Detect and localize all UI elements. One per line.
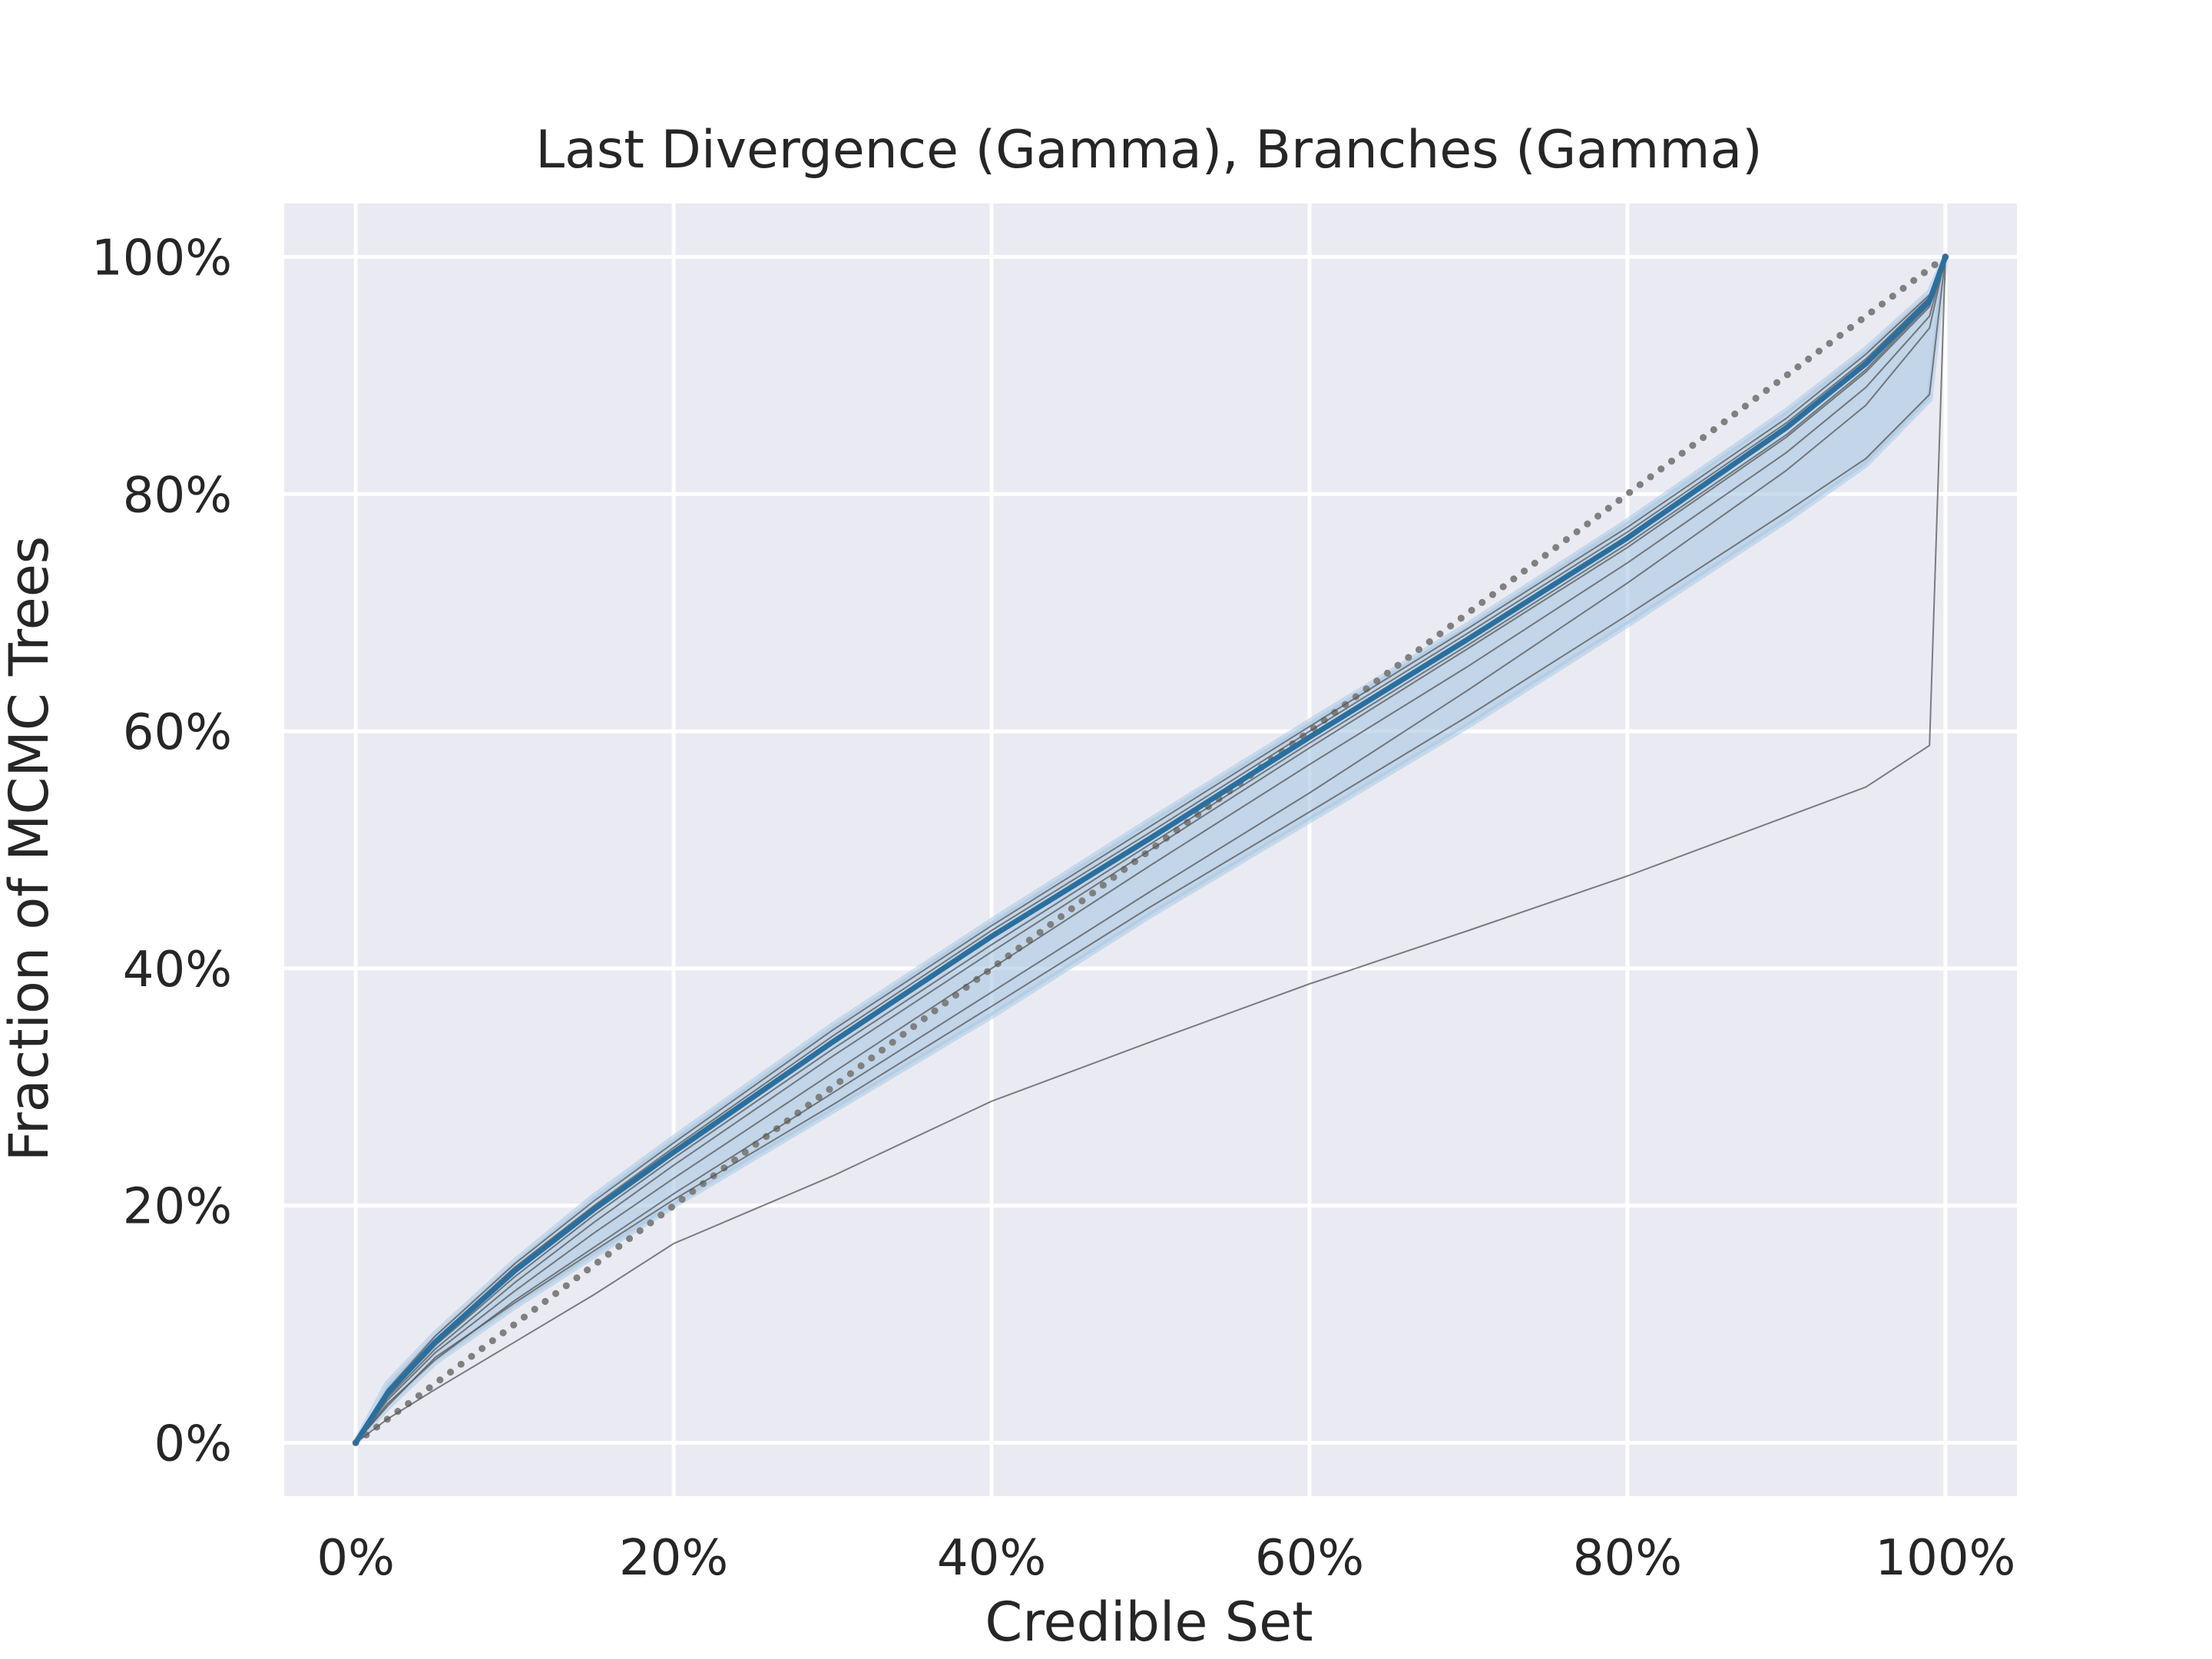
- y-tick-label: 100%: [91, 230, 232, 286]
- x-tick-label: 60%: [1255, 1530, 1364, 1587]
- x-tick-label: 100%: [1875, 1530, 2015, 1587]
- x-tick-label: 0%: [316, 1530, 395, 1587]
- replicate-line: [355, 257, 1946, 1444]
- replicate-line: [355, 257, 1946, 1444]
- chart-title: Last Divergence (Gamma), Branches (Gamma…: [535, 120, 1762, 180]
- mean-series-line: [353, 254, 1949, 1445]
- x-tick-label: 80%: [1573, 1530, 1682, 1587]
- replicate-line: [355, 257, 1946, 1444]
- replicate-line: [355, 257, 1946, 1444]
- mean-line: [353, 254, 1949, 1445]
- y-tick-label: 40%: [123, 942, 232, 998]
- x-tick-label: 20%: [619, 1530, 728, 1587]
- x-axis-label: Credible Set: [985, 1591, 1313, 1654]
- replicate-line: [355, 257, 1946, 1444]
- y-tick-labels: 0% 20% 40% 60% 80% 100%: [91, 230, 232, 1472]
- x-tick-labels: 0% 20% 40% 60% 80% 100%: [316, 1530, 2015, 1587]
- y-axis-label: Fraction of MCMC Trees: [0, 536, 61, 1162]
- y-tick-label: 60%: [123, 704, 232, 761]
- reference-line: [352, 253, 1949, 1447]
- y-tick-label: 0%: [154, 1416, 232, 1473]
- y-tick-label: 80%: [123, 467, 232, 524]
- y-tick-label: 20%: [123, 1179, 232, 1236]
- replicate-line: [355, 257, 1946, 1444]
- reference-diagonal: [352, 253, 1949, 1447]
- x-tick-label: 40%: [937, 1530, 1046, 1587]
